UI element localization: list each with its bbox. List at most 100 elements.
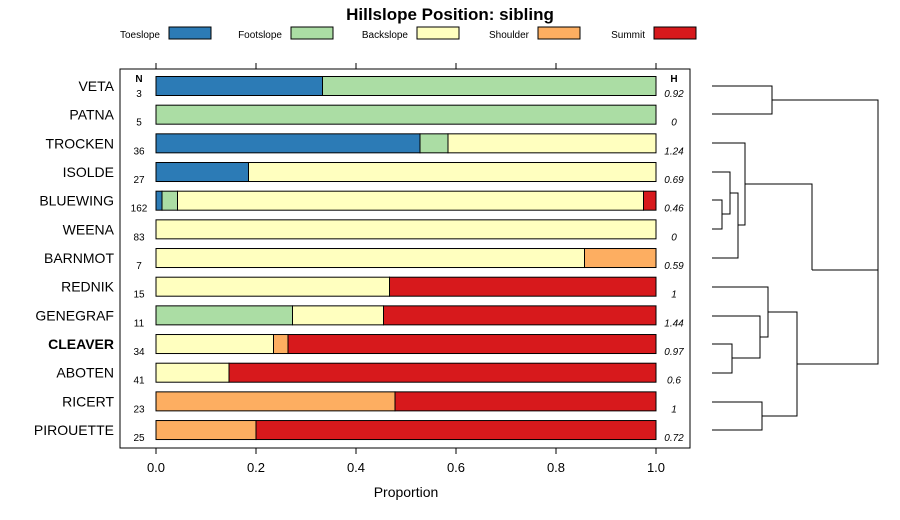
- n-value-ricert: 23: [133, 404, 145, 415]
- bar-segment-barnmot-backslope: [155, 248, 585, 269]
- legend-label-toeslope: Toeslope: [120, 30, 160, 41]
- bar-segment-pirouette-shoulder: [155, 420, 257, 441]
- category-label-barnmot: BARNMOT: [44, 250, 114, 266]
- n-labels: 3 5 36 27 162 83 7 15 11 34 41 23 25: [131, 89, 148, 444]
- dendrogram-branch: [772, 99, 879, 270]
- h-value-aboten: 0.6: [667, 376, 681, 387]
- n-value-bluewing: 162: [131, 204, 148, 215]
- n-value-cleaver: 34: [133, 347, 145, 358]
- bar-segment-isolde-backslope: [248, 162, 657, 183]
- category-label-patna: PATNA: [69, 107, 114, 123]
- x-tick-label: 0.2: [247, 460, 265, 475]
- h-value-barnmot: 0.59: [664, 261, 684, 272]
- dendrogram-branch: [712, 192, 739, 259]
- category-label-veta: VETA: [78, 78, 114, 94]
- legend-swatch-shoulder: [537, 26, 581, 40]
- legend-label-backslope: Backslope: [362, 30, 409, 41]
- h-value-rednik: 1: [671, 290, 677, 301]
- legend-swatch-toeslope: [168, 26, 212, 40]
- bar-segment-isolde-toeslope: [155, 162, 249, 183]
- h-header: H: [670, 74, 677, 85]
- bar-segment-cleaver-summit: [287, 334, 657, 355]
- bar-segment-rednik-backslope: [155, 276, 390, 297]
- category-label-pirouette: PIROUETTE: [34, 422, 114, 438]
- n-value-weena: 83: [133, 232, 145, 243]
- bar-segment-genegraf-summit: [383, 305, 657, 326]
- chart-title: Hillslope Position: sibling: [346, 5, 554, 24]
- bar-segment-barnmot-shoulder: [584, 248, 657, 269]
- legend-label-shoulder: Shoulder: [489, 30, 530, 41]
- dendrogram-branch: [712, 343, 733, 374]
- bar-segment-rednik-summit: [389, 276, 657, 297]
- n-value-rednik: 15: [133, 290, 145, 301]
- h-value-weena: 0: [671, 232, 677, 243]
- h-labels: 0.92 0 1.24 0.69 0.46 0 0.59 1 1.44 0.97 0.6 1 0.72: [664, 89, 684, 444]
- legend-swatch-backslope: [416, 26, 460, 40]
- h-value-isolde: 0.69: [664, 175, 684, 186]
- category-label-rednik: REDNIK: [61, 279, 115, 295]
- bar-segment-cleaver-backslope: [155, 334, 274, 355]
- category-label-trocken: TROCKEN: [46, 135, 114, 151]
- x-tick-label: 0.4: [347, 460, 365, 475]
- bars: [155, 76, 657, 441]
- n-value-genegraf: 11: [134, 318, 145, 329]
- bar-segment-weena-backslope: [155, 219, 657, 240]
- bar-segment-trocken-toeslope: [155, 133, 421, 154]
- n-header: N: [135, 74, 142, 85]
- bar-segment-ricert-summit: [394, 391, 657, 412]
- h-value-ricert: 1: [671, 404, 677, 415]
- dendrogram-branch: [797, 270, 879, 365]
- bar-segment-ricert-shoulder: [155, 391, 396, 412]
- n-value-trocken: 36: [133, 146, 145, 157]
- category-label-ricert: RICERT: [62, 393, 114, 409]
- bar-segment-bluewing-footslope: [161, 190, 178, 211]
- plot-frame: [119, 68, 691, 449]
- n-value-patna: 5: [136, 118, 142, 129]
- legend: Toeslope Footslope Backslope Shoulder Summit: [120, 26, 697, 41]
- n-value-veta: 3: [136, 89, 142, 100]
- x-axis-title: Proportion: [374, 484, 439, 500]
- bar-segment-pirouette-summit: [255, 420, 657, 441]
- x-axis: 0.0 0.2 0.4 0.6 0.8 1.0: [147, 63, 665, 475]
- n-value-aboten: 41: [133, 376, 145, 387]
- h-value-cleaver: 0.97: [664, 347, 684, 358]
- dendrogram-branch: [762, 311, 798, 417]
- category-label-bluewing: BLUEWING: [39, 193, 114, 209]
- n-value-barnmot: 7: [136, 261, 142, 272]
- bar-segment-veta-toeslope: [155, 76, 323, 96]
- bar-segment-trocken-footslope: [419, 133, 449, 154]
- n-value-pirouette: 25: [133, 433, 145, 444]
- h-value-patna: 0: [671, 118, 677, 129]
- h-value-trocken: 1.24: [664, 146, 684, 157]
- dendrogram-branch: [745, 183, 813, 270]
- legend-swatch-footslope: [290, 26, 334, 40]
- category-label-aboten: ABOTEN: [56, 365, 114, 381]
- x-tick-label: 0.6: [447, 460, 465, 475]
- h-value-pirouette: 0.72: [664, 433, 684, 444]
- bar-segment-patna-footslope: [155, 104, 657, 125]
- bar-segment-bluewing-summit: [643, 190, 657, 211]
- category-label-genegraf: GENEGRAF: [35, 307, 114, 323]
- bar-segment-cleaver-shoulder: [273, 334, 289, 355]
- h-value-veta: 0.92: [664, 89, 684, 100]
- legend-swatch-summit: [653, 26, 697, 40]
- legend-label-footslope: Footslope: [238, 30, 282, 41]
- bar-segment-genegraf-footslope: [155, 305, 293, 326]
- h-value-genegraf: 1.44: [664, 318, 684, 329]
- dendrogram-branch: [712, 171, 731, 215]
- bar-segment-bluewing-toeslope: [155, 190, 163, 211]
- dendrogram: [712, 85, 879, 431]
- n-value-isolde: 27: [133, 175, 145, 186]
- dendrogram-branch: [712, 142, 746, 226]
- bar-segment-aboten-summit: [228, 362, 657, 383]
- bar-segment-bluewing-backslope: [177, 190, 644, 211]
- dendrogram-branch: [712, 85, 773, 115]
- dendrogram-branch: [712, 199, 723, 230]
- bar-segment-veta-footslope: [322, 76, 657, 96]
- category-label-cleaver: CLEAVER: [48, 336, 114, 352]
- x-tick-label: 0.8: [547, 460, 565, 475]
- h-value-bluewing: 0.46: [664, 204, 684, 215]
- legend-label-summit: Summit: [611, 30, 645, 41]
- dendrogram-branch: [712, 315, 761, 359]
- category-label-isolde: ISOLDE: [63, 164, 114, 180]
